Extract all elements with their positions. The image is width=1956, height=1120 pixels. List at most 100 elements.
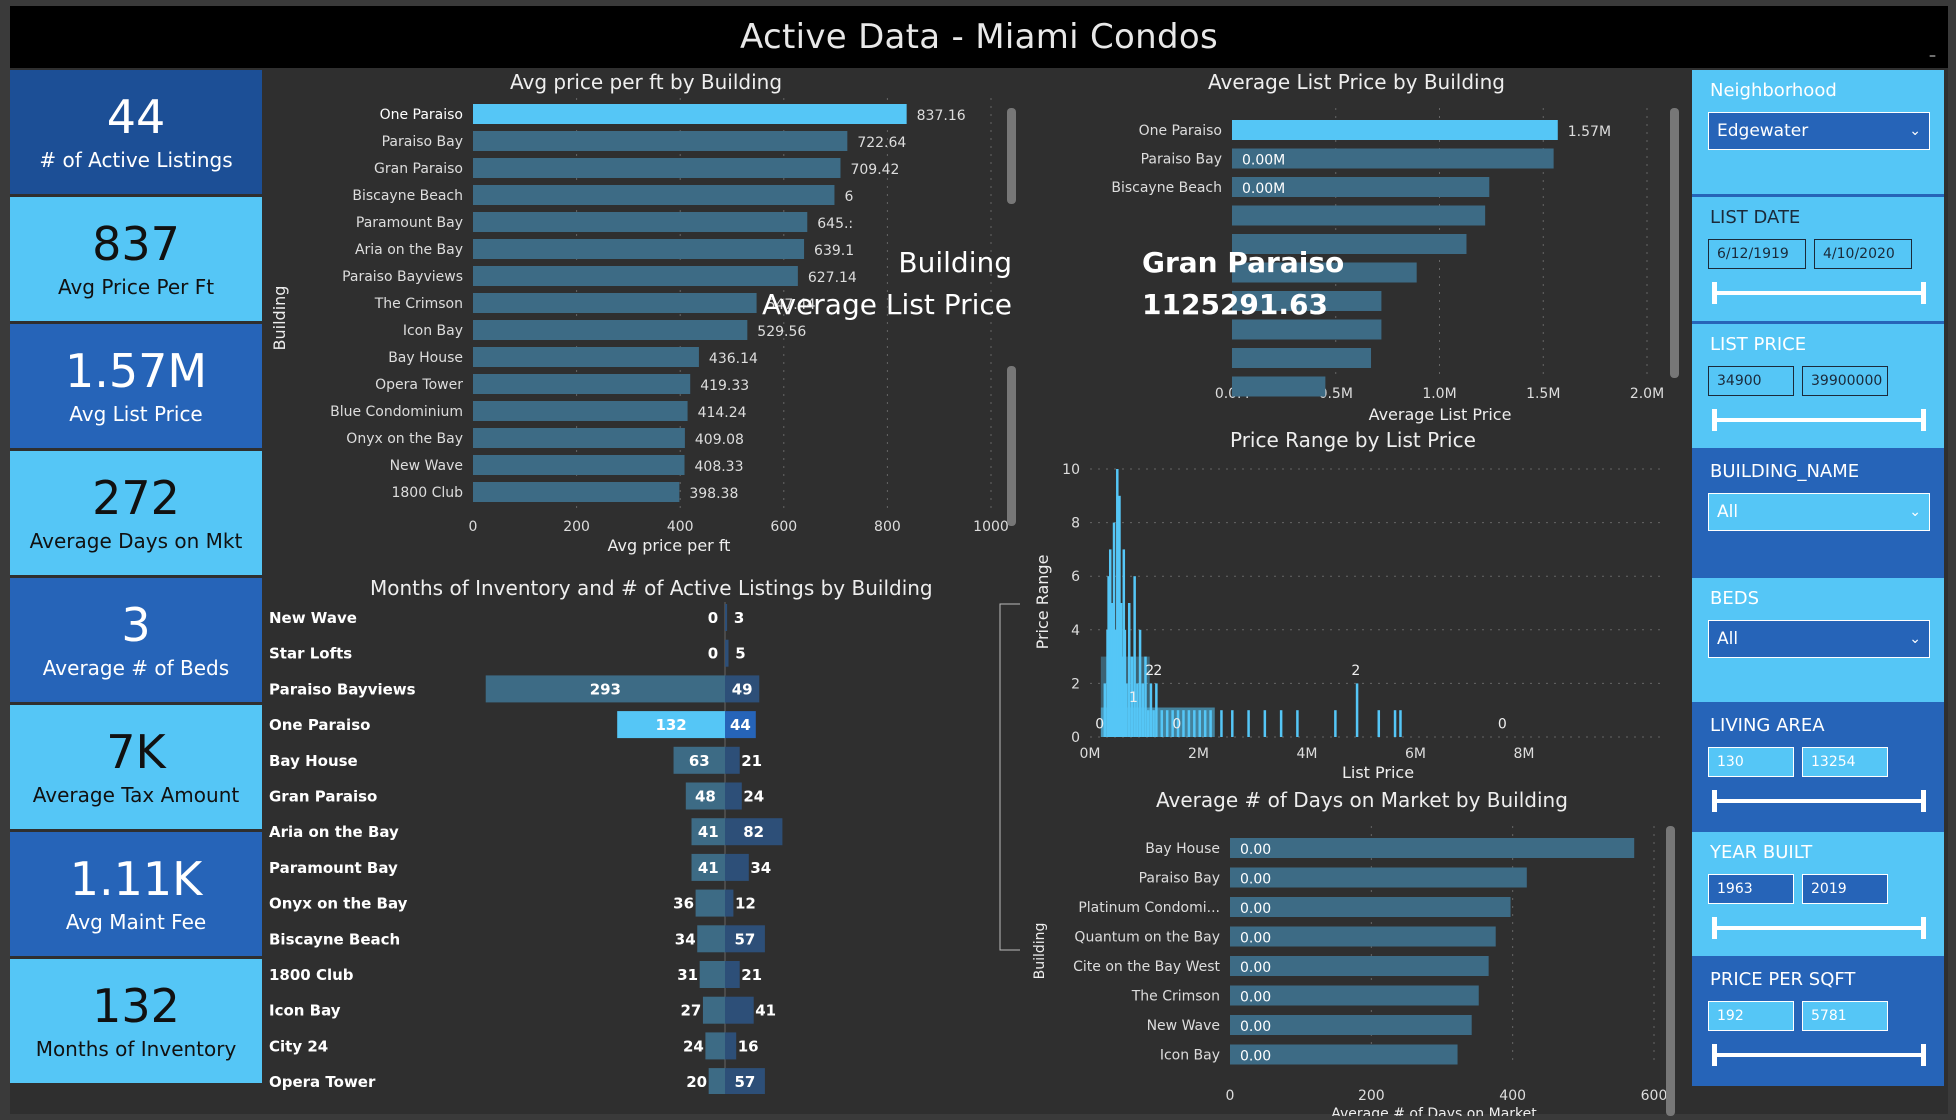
beds-dropdown[interactable]: All ⌄ [1708,620,1930,658]
y-axis-title: Price Range [1033,555,1052,650]
bar [1230,1044,1458,1065]
category-label: Aria on the Bay [269,823,399,841]
category-label: Icon Bay [269,1002,341,1020]
bar [1230,985,1479,1006]
bar-listings [725,675,760,703]
price-per-sqft-slider[interactable] [1712,1044,1926,1066]
slider-handle-min[interactable] [1712,790,1717,812]
bar-listings [725,604,728,631]
bar-months [702,996,725,1024]
building-name-dropdown[interactable]: All ⌄ [1708,493,1930,531]
x-axis-title: Average List Price [1369,405,1512,424]
bar-months [699,961,725,988]
category-label: Icon Bay [403,323,463,339]
data-label: 293 [590,680,621,698]
living-area-min-input[interactable]: 130 [1708,747,1794,777]
neighborhood-dropdown[interactable]: Edgewater ⌄ [1708,112,1930,150]
living-area-max-input[interactable]: 13254 [1802,747,1888,777]
bar [1230,956,1489,976]
year-built-max-input[interactable]: 2019 [1802,874,1888,904]
tooltip-key-building: Building [898,246,1012,279]
chart-title: Avg price per ft by Building [510,70,783,94]
category-label: New Wave [1147,1018,1220,1034]
slider-handle-min[interactable] [1712,1044,1717,1066]
list-date-from-input[interactable]: 6/12/1919 [1708,239,1806,269]
kpi-label: Avg Price Per Ft [57,275,215,300]
slider-handle-max[interactable] [1921,917,1926,939]
data-label: 41 [698,823,719,841]
data-label: 21 [741,752,762,770]
data-label: 16 [738,1037,759,1055]
year-built-slider[interactable] [1712,917,1926,939]
data-label: 6 [844,189,853,205]
category-label: The Crimson [374,296,463,312]
bar [1230,1015,1472,1035]
days-on-market-panel: Average # of Days on Market by Building … [1030,786,1690,1120]
avg-list-price-panel: Average List Price by Building 0.0M0.5M1… [1030,68,1690,428]
list-price-slider[interactable] [1712,409,1926,431]
list-date-slider[interactable] [1712,282,1926,304]
data-label: 132 [655,716,686,734]
slider-handle-max[interactable] [1921,409,1926,431]
data-label: 0.00 [1240,931,1271,947]
kpi-avg-days-on-market: 272 Average Days on Mkt [10,451,262,575]
bar [1230,926,1496,947]
list-date-to-input[interactable]: 4/10/2020 [1814,239,1912,269]
kpi-value: 7K [106,724,166,779]
page-title: Active Data - Miami Condos [739,17,1219,57]
slider-handle-max[interactable] [1921,790,1926,812]
category-label: Gran Paraiso [374,161,463,177]
price-per-sqft-max-input[interactable]: 5781 [1802,1001,1888,1031]
bracket-line [999,603,1020,951]
histogram-bar [1399,710,1402,737]
dropdown-value: All [1717,502,1739,522]
data-label: 20 [686,1073,707,1091]
tooltip-value-price: 1125291.63 [1142,288,1328,321]
scrollbar-thumb [1670,108,1679,378]
category-label: Icon Bay [1160,1048,1220,1064]
x-tick-label: 800 [874,519,901,535]
bar-listings [725,782,742,810]
histogram-bar [1118,495,1121,737]
x-tick-label: 0M [1080,746,1101,762]
histogram-bar [1138,629,1142,737]
year-built-min-input[interactable]: 1963 [1708,874,1794,904]
category-label: Bay House [1145,841,1220,857]
category-label: Biscayne Beach [269,930,400,948]
data-label: 34 [675,930,696,948]
data-label: 0.00M [1242,153,1285,169]
data-label: 24 [683,1037,704,1055]
data-label: 0 [1498,717,1507,733]
filter-label: LIST PRICE [1710,334,1807,355]
category-label: Quantum on the Bay [1074,930,1220,946]
data-label: 419.33 [700,378,749,394]
x-tick-label: 0.5M [1319,386,1353,402]
dropdown-value: Edgewater [1717,121,1809,141]
tooltip-key-price: Average List Price [761,288,1012,321]
data-label: 1.57M [1568,124,1611,140]
bar [473,428,685,448]
data-label: 0.00 [1240,960,1271,976]
bar [1232,205,1486,226]
chart-title: Average # of Days on Market by Building [1156,788,1568,812]
avg-price-per-ft-chart: 0 200 400 600 800 1000 One Paraiso 837.16 Parais… [270,98,1016,555]
slider-handle-min[interactable] [1712,409,1717,431]
x-tick-label: 0 [1226,1088,1235,1104]
slider-handle-max[interactable] [1921,282,1926,304]
slider-handle-min[interactable] [1712,282,1717,304]
window-control-icon[interactable]: – [1929,48,1936,64]
slider-handle-max[interactable] [1921,1044,1926,1066]
list-price-min-input[interactable]: 34900 [1708,366,1794,396]
data-label: 0.00 [1240,1049,1271,1065]
bar-months [673,746,725,774]
kpi-label: Average # of Beds [42,656,230,681]
data-label: 409.08 [695,432,744,448]
data-label: 0 [708,609,718,627]
list-price-max-input[interactable]: 39900000 [1802,366,1888,396]
price-per-sqft-min-input[interactable]: 192 [1708,1001,1794,1031]
bar [1232,348,1372,368]
chart-tooltip: Building Gran Paraiso Average List Price… [762,246,1344,336]
living-area-slider[interactable] [1712,790,1926,812]
slider-handle-min[interactable] [1712,917,1717,939]
